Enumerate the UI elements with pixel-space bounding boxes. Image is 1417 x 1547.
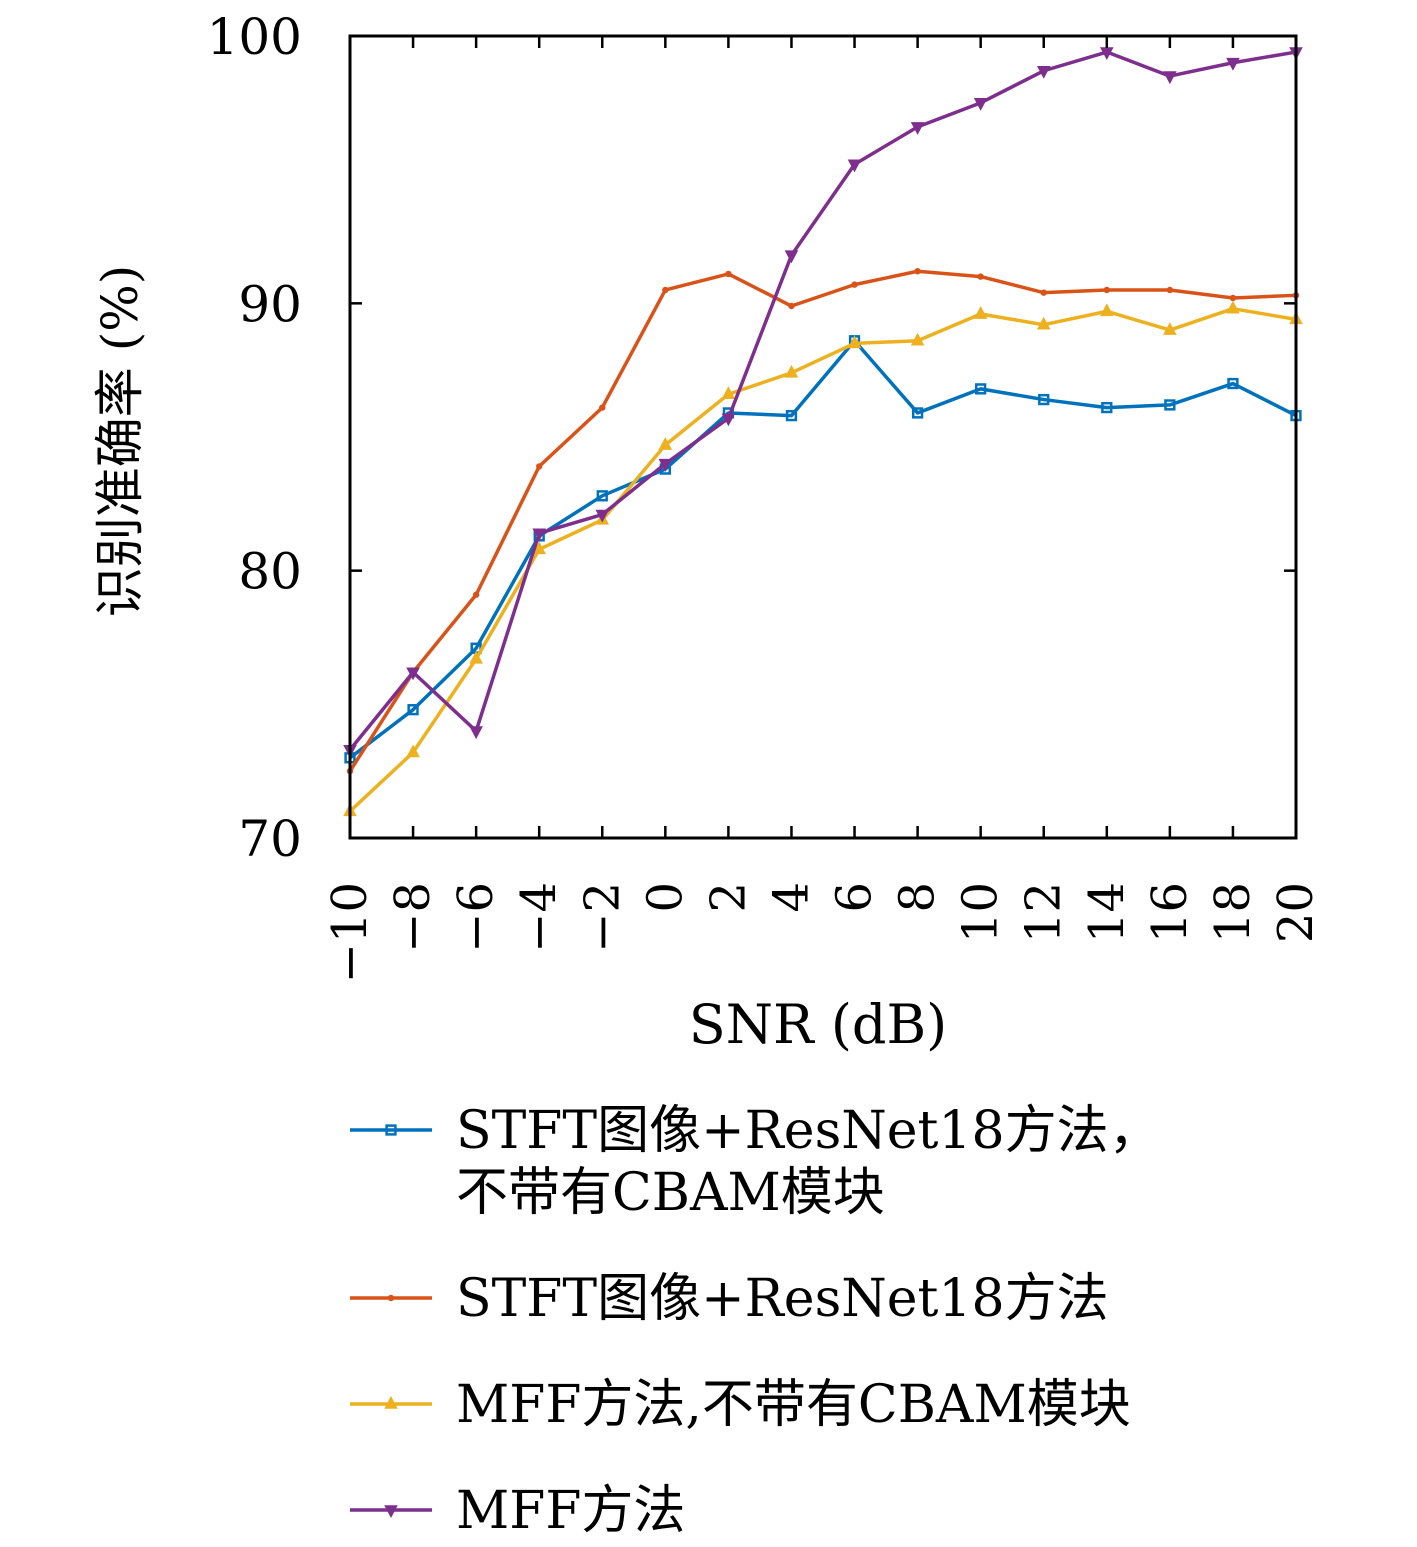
data-point [536, 463, 543, 470]
data-point [1166, 286, 1174, 294]
x-tick-label: 10 [953, 882, 1009, 943]
x-tick-label: −2 [574, 882, 630, 953]
data-point [910, 332, 925, 346]
data-point [1229, 294, 1237, 302]
data-point [387, 1294, 395, 1302]
data-point [1226, 57, 1240, 71]
y-tick-label: 90 [238, 275, 302, 333]
data-point [658, 437, 673, 450]
data-point [469, 650, 483, 664]
x-tick-label: 4 [763, 882, 819, 913]
data-point [851, 281, 858, 288]
data-point [910, 122, 925, 135]
legend-entry-3: MFF方法,不带有CBAM模块 [350, 1375, 1131, 1435]
data-point [596, 490, 608, 502]
data-point [1164, 399, 1176, 411]
x-tick-label: 2 [700, 882, 756, 913]
series-1 [344, 335, 1302, 764]
data-point [784, 250, 799, 264]
data-point [973, 306, 988, 319]
data-point [784, 364, 799, 378]
x-tick-label: −4 [511, 882, 567, 953]
series-line [348, 339, 1297, 760]
data-point [658, 458, 673, 472]
data-point [721, 386, 736, 400]
data-point [1100, 47, 1114, 61]
data-point [406, 667, 420, 681]
y-axis-label: 识别准确率 (%) [91, 265, 149, 617]
plot-frame [348, 34, 1298, 840]
x-tick-label: 20 [1268, 882, 1324, 943]
series-line [348, 306, 1297, 813]
data-point [977, 273, 984, 280]
data-point [384, 1396, 398, 1409]
data-point [384, 1505, 398, 1518]
data-point [1226, 300, 1240, 314]
legend-label: 不带有CBAM模块 [456, 1163, 885, 1223]
legend-label: MFF方法,不带有CBAM模块 [456, 1375, 1131, 1435]
y-tick-label: 70 [238, 810, 302, 868]
legend: STFT图像+ResNet18方法，不带有CBAM模块STFT图像+ResNet… [350, 1101, 1161, 1541]
data-point [407, 704, 419, 716]
data-point [847, 159, 862, 173]
data-point [785, 409, 798, 422]
x-tick-label: 8 [890, 882, 946, 913]
data-point [532, 528, 546, 542]
legend-label: STFT图像+ResNet18方法， [456, 1101, 1161, 1161]
data-point [1103, 286, 1111, 294]
data-point [469, 726, 483, 740]
data-point [1163, 322, 1177, 335]
legend-entry-2: STFT图像+ResNet18方法 [350, 1269, 1109, 1329]
data-point [911, 407, 924, 419]
data-point [1100, 303, 1114, 317]
data-point [1227, 377, 1239, 390]
data-point [1101, 401, 1113, 414]
legend-entry-1: STFT图像+ResNet18方法，不带有CBAM模块 [350, 1101, 1161, 1223]
y-tick-label: 100 [207, 8, 302, 66]
x-tick-label: 0 [637, 882, 693, 913]
y-tick-label: 80 [238, 543, 302, 601]
data-point [914, 268, 921, 275]
x-axis-label: SNR (dB) [689, 993, 947, 1056]
data-point [406, 744, 420, 758]
data-point [1040, 289, 1047, 296]
data-point [788, 302, 795, 310]
plot-lines [343, 47, 1303, 817]
data-point [725, 270, 732, 278]
legend-label: STFT图像+ResNet18方法 [456, 1269, 1109, 1329]
data-point [1038, 393, 1050, 406]
y-ticks: 70 80 90 100 [207, 8, 1296, 868]
x-tick-label: −6 [448, 882, 504, 953]
data-point [595, 509, 610, 523]
x-tick-label: 6 [827, 882, 883, 913]
series-line [348, 50, 1297, 751]
series-4 [343, 47, 1303, 758]
data-point [385, 1124, 397, 1136]
series-3 [343, 300, 1303, 817]
data-point [662, 286, 669, 294]
data-point [973, 98, 988, 111]
series-2 [346, 268, 1300, 775]
x-tick-label: 16 [1142, 882, 1198, 943]
data-point [532, 541, 546, 555]
x-ticks: −10 −8 −6 −4 −2 0 2 4 6 8 10 12 14 16 18 20 [322, 36, 1324, 983]
x-tick-label: −10 [322, 882, 378, 983]
x-tick-label: −8 [385, 882, 441, 953]
legend-label: MFF方法 [456, 1481, 685, 1541]
data-point [1163, 71, 1177, 85]
data-point [721, 413, 736, 427]
data-point [1036, 316, 1051, 330]
data-point [472, 591, 480, 598]
series-line [348, 269, 1297, 773]
data-point [599, 404, 606, 411]
data-point [847, 335, 862, 349]
x-tick-label: 18 [1205, 882, 1261, 943]
x-tick-label: 12 [1016, 882, 1072, 943]
legend-entry-4: MFF方法 [350, 1481, 685, 1541]
x-tick-label: 14 [1079, 882, 1135, 943]
data-point [975, 383, 987, 395]
data-point [1036, 65, 1051, 79]
